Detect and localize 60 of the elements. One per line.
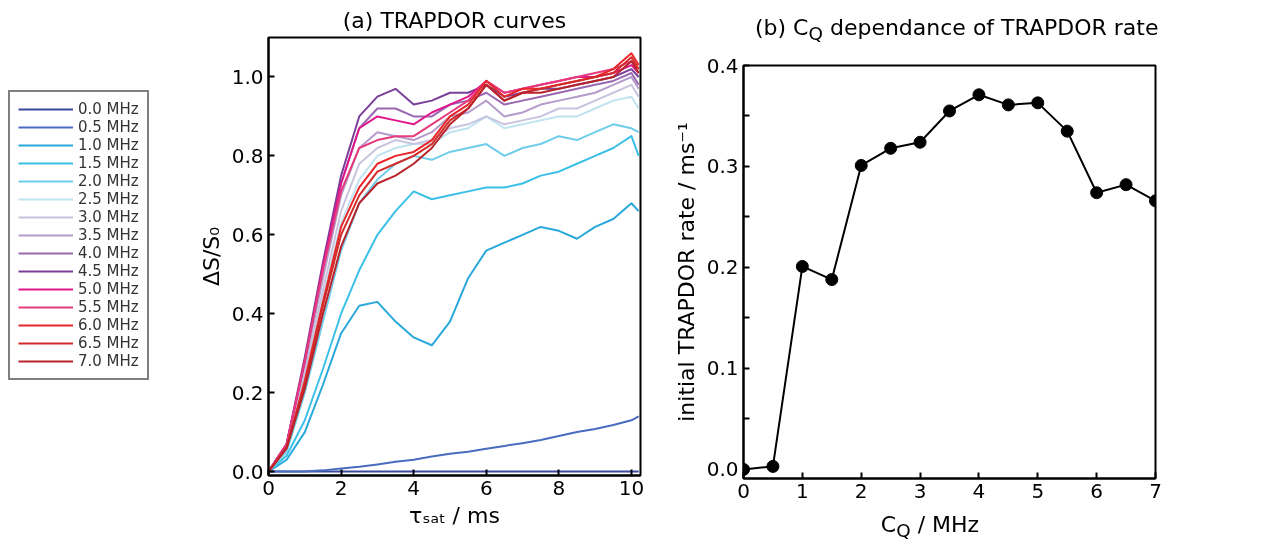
point [766,459,780,473]
legend-label: 6.5 MHz [78,334,139,352]
legend-label: 3.0 MHz [78,208,139,226]
x-tick-label: 8 [552,475,566,500]
legend-label: 2.5 MHz [78,190,139,208]
x-tick-label: 1 [795,478,809,503]
legend-label: 7.0 MHz [78,352,139,370]
x-tick-label: 2 [854,478,868,503]
legend-label: 0.0 MHz [78,100,139,118]
y-tick-label: 0.2 [706,255,739,280]
y-tick-label: 0.1 [706,356,739,381]
y-axis-title: initial TRAPDOR rate / ms⁻¹ [673,122,699,422]
y-tick-label: 0.6 [231,222,264,247]
x-tick-label: 4 [972,478,986,503]
legend-label: 1.5 MHz [78,154,139,172]
x-tick-label: 6 [1090,478,1104,503]
y-tick-label: 0.4 [231,301,264,326]
point [854,158,868,172]
x-tick-label: 2 [334,475,348,500]
y-axis-title: ΔS/S₀ [198,226,224,287]
x-tick-label: 4 [407,475,421,500]
y-tick-label: 0.0 [231,459,264,484]
y-tick-label: 0.3 [706,154,739,179]
y-tick-label: 0.8 [231,143,264,168]
chart-title: (b) C$_{Q}$ dependance of TRAPDOR rate [755,14,1159,47]
legend-label: 6.0 MHz [78,316,139,334]
x-tick-label: 7 [1149,478,1162,503]
point [1001,98,1015,112]
x-tick-label: 5 [1031,478,1045,503]
x-tick-label: 3 [913,478,927,503]
legend-label: 3.5 MHz [78,226,139,244]
point [1119,178,1133,192]
legend-label: 2.0 MHz [78,172,139,190]
point [943,104,956,118]
y-tick-label: 0.2 [231,380,264,405]
legend-label: 1.0 MHz [78,136,139,154]
x-tick-label: 10 [618,475,645,500]
y-tick-label: 0.4 [706,53,739,78]
legend-label: 0.5 MHz [78,118,139,136]
legend-label: 4.5 MHz [78,262,139,280]
point [972,88,986,102]
chart-title: (a) TRAPDOR curves [342,7,567,33]
point [884,141,898,155]
x-axis-title: C$_{Q}$ / MHz [880,511,980,542]
point [825,273,839,287]
point [1060,124,1074,138]
legend-label: 5.5 MHz [78,298,139,316]
point [1031,96,1045,110]
point [913,135,927,149]
x-tick-label: 0 [737,478,750,503]
x-tick-label: 6 [479,475,493,500]
x-tick-label: 0 [262,475,275,500]
x-axis-title: τₛₐₜ / ms [409,502,500,528]
y-tick-label: 0.0 [706,457,739,482]
y-tick-label: 1.0 [231,64,264,89]
point [1090,186,1104,200]
legend-label: 5.0 MHz [78,280,139,298]
point [795,259,809,273]
legend-label: 4.0 MHz [78,244,139,262]
line-series [268,202,640,473]
